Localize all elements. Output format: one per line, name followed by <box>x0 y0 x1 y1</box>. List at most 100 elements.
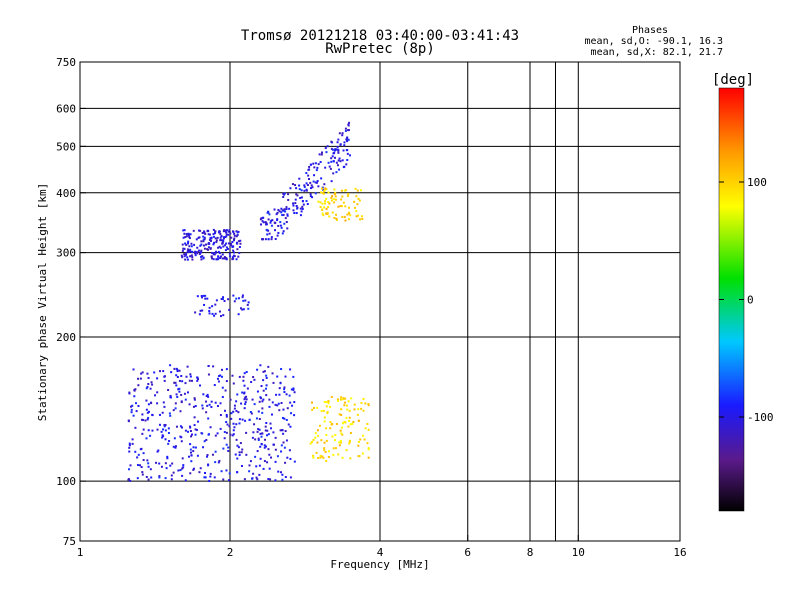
data-point <box>270 219 273 222</box>
data-point <box>220 315 223 318</box>
data-point <box>214 312 217 315</box>
data-point <box>312 438 315 441</box>
data-point <box>357 197 360 200</box>
data-point <box>266 233 269 236</box>
data-point <box>274 403 277 406</box>
data-point <box>283 391 286 394</box>
data-point <box>192 229 195 232</box>
data-point <box>131 404 134 407</box>
data-point <box>300 189 303 192</box>
data-point <box>348 416 351 419</box>
data-point <box>333 188 336 191</box>
data-point <box>333 193 336 196</box>
data-point <box>221 298 224 301</box>
data-point <box>325 197 328 200</box>
data-point <box>207 233 210 236</box>
data-point <box>241 294 244 297</box>
data-point <box>335 148 338 151</box>
data-point <box>214 434 217 437</box>
data-point <box>245 395 248 398</box>
data-point <box>176 376 179 379</box>
data-point <box>175 367 178 370</box>
data-point <box>242 308 245 311</box>
data-point <box>236 233 239 236</box>
data-point <box>200 240 203 243</box>
data-point <box>336 148 339 151</box>
data-point <box>242 379 245 382</box>
data-point <box>135 410 138 413</box>
stats-title: Phases <box>632 25 668 36</box>
data-point <box>206 393 209 396</box>
data-point <box>235 235 238 238</box>
data-point <box>325 405 328 408</box>
data-point <box>266 229 269 232</box>
stats-x-mode: mean, sd,X: 82.1, 21.7 <box>591 47 723 58</box>
data-point <box>194 433 197 436</box>
data-point <box>192 450 195 453</box>
data-point <box>210 239 213 242</box>
data-point <box>233 238 236 241</box>
data-point <box>228 229 231 232</box>
data-point <box>205 395 208 398</box>
data-point <box>184 258 187 261</box>
data-point <box>172 445 175 448</box>
data-point <box>311 186 314 189</box>
data-point <box>280 211 283 214</box>
data-point <box>313 166 316 169</box>
data-point <box>208 306 211 309</box>
data-point <box>228 308 231 311</box>
data-point <box>286 456 289 459</box>
data-point <box>340 413 343 416</box>
data-point <box>283 388 286 391</box>
data-point <box>209 472 212 475</box>
data-point <box>258 464 261 467</box>
data-point <box>328 202 331 205</box>
data-point <box>198 253 201 256</box>
data-point <box>175 374 178 377</box>
data-point <box>209 237 212 240</box>
data-point <box>334 434 337 437</box>
data-point <box>210 257 213 260</box>
data-point <box>200 258 203 261</box>
data-point <box>344 189 347 192</box>
data-point <box>185 243 188 246</box>
data-point <box>245 431 248 434</box>
data-point <box>248 470 251 473</box>
data-point <box>367 448 370 451</box>
data-point <box>292 387 295 390</box>
data-point <box>190 379 193 382</box>
data-point <box>243 391 246 394</box>
data-point <box>281 429 284 432</box>
data-point <box>153 371 156 374</box>
data-point <box>196 454 199 457</box>
data-point <box>186 430 189 433</box>
data-point <box>255 476 258 479</box>
data-point <box>199 384 202 387</box>
data-point <box>230 236 233 239</box>
data-point <box>357 444 360 447</box>
data-point <box>141 473 144 476</box>
data-point <box>137 453 140 456</box>
data-point <box>141 371 144 374</box>
data-point <box>224 389 227 392</box>
data-point <box>139 464 142 467</box>
data-point <box>316 406 319 409</box>
data-point <box>344 127 347 130</box>
data-point <box>343 189 346 192</box>
data-point <box>181 474 184 477</box>
data-point <box>157 449 160 452</box>
data-point <box>352 420 355 423</box>
data-point <box>130 405 133 408</box>
data-point <box>355 195 358 198</box>
data-point <box>187 455 190 458</box>
data-point <box>243 407 246 410</box>
data-point <box>284 461 287 464</box>
data-point <box>220 368 223 371</box>
data-point <box>334 191 337 194</box>
data-point <box>203 230 206 233</box>
data-point <box>270 238 273 241</box>
data-point <box>189 472 192 475</box>
data-point <box>262 467 265 470</box>
data-point <box>129 479 132 482</box>
